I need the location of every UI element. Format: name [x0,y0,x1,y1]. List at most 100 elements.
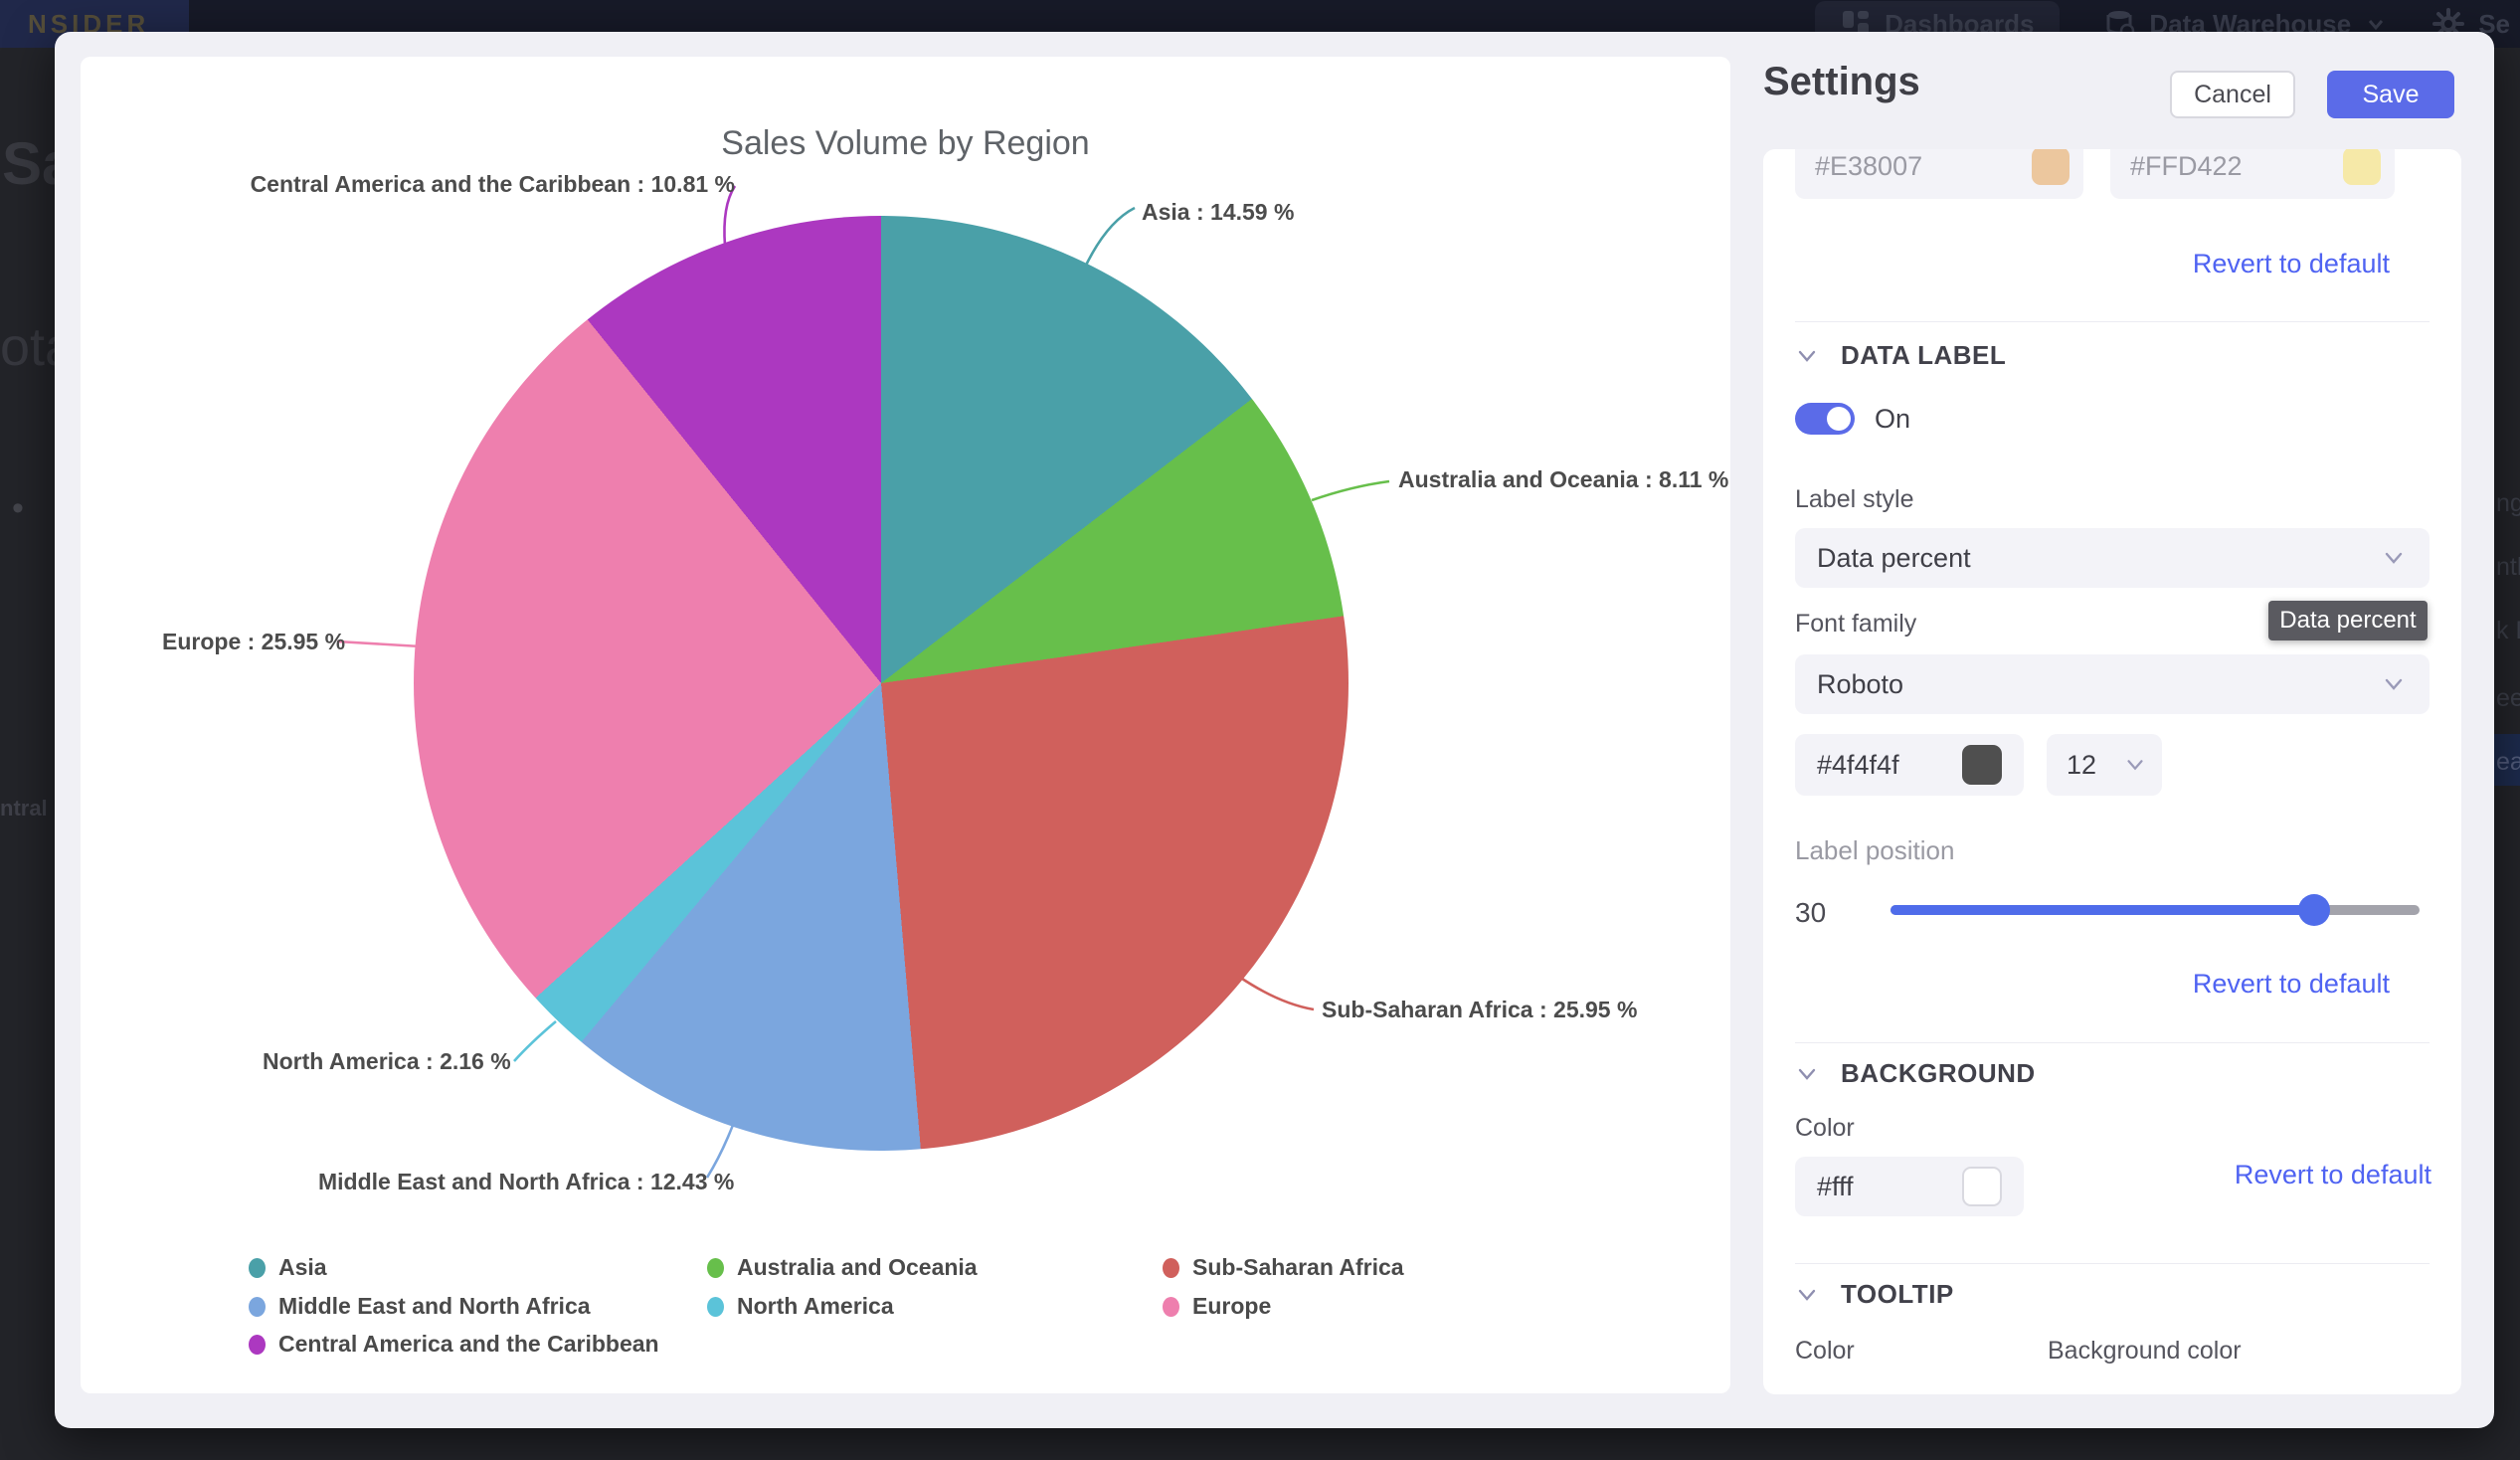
pie-slice-label: Central America and the Caribbean : 10.8… [250,171,735,197]
revert-to-default-link[interactable]: Revert to default [2192,249,2390,278]
chevron-down-icon [2385,552,2403,564]
chart-card: Sales Volume by Region Asia : 14.59 % Aus… [81,57,1730,1393]
background-color-input[interactable]: #fff [1795,1157,2024,1216]
pie-slice-label: Sub-Saharan Africa : 25.95 % [1322,997,1638,1022]
font-family-value: Roboto [1817,668,1904,699]
background-color-swatch[interactable] [1962,1167,2002,1206]
cancel-button[interactable]: Cancel [2170,71,2295,118]
legend-label: Europe [1192,1293,1272,1319]
legend-item[interactable]: North America [707,1293,894,1320]
color-swatch[interactable] [2343,149,2381,185]
legend-label: Sub-Saharan Africa [1192,1254,1404,1280]
section-title: DATA LABEL [1841,340,2007,370]
label-position-label: Label position [1795,835,1955,865]
label-style-select[interactable]: Data percent [1795,528,2430,588]
pie-leader-line [1311,479,1390,502]
data-label-toggle[interactable] [1795,403,1855,435]
section-tooltip[interactable]: TOOLTIP [1795,1279,1954,1310]
font-color-value: #4f4f4f [1817,749,1899,780]
color-swatch[interactable] [2032,149,2070,185]
tooltip-color-label: Color [1795,1337,1855,1365]
revert-to-default-link[interactable]: Revert to default [2192,969,2390,999]
legend-item[interactable]: Europe [1163,1293,1271,1320]
chevron-down-icon [1798,1289,1816,1301]
legend-marker [707,1257,724,1278]
font-family-label: Font family [1795,610,1917,638]
legend-label: North America [737,1293,894,1319]
legend-label: Central America and the Caribbean [278,1331,659,1357]
chevron-down-icon [2127,760,2143,771]
legend-item[interactable]: Sub-Saharan Africa [1163,1254,1404,1281]
pie-slice-label: Europe : 25.95 % [162,629,346,654]
legend-item[interactable]: Central America and the Caribbean [249,1331,659,1358]
legend-marker [249,1257,266,1278]
font-color-swatch[interactable] [1962,745,2002,785]
settings-modal: Sales Volume by Region Asia : 14.59 % Aus… [55,32,2494,1428]
background-color-value: #fff [1817,1171,1854,1201]
pie-leader-line [513,1020,557,1062]
color-hex-value: #E38007 [1815,150,1923,181]
series-color-input[interactable]: #FFD422 [2110,149,2395,199]
slider-thumb[interactable] [2298,894,2330,926]
background-bullet: • [12,489,24,527]
legend-label: Asia [278,1254,327,1280]
pie-slice-label: North America : 2.16 % [263,1048,511,1074]
font-color-input[interactable]: #4f4f4f [1795,734,2024,796]
pie-leader-line [336,639,422,648]
legend-marker [249,1296,266,1317]
chevron-down-icon [1798,1068,1816,1080]
background-text-fragment: eek [2496,684,2520,712]
caret-down-icon [2369,20,2384,31]
pie-slice-label: Middle East and North Africa : 12.43 % [318,1169,735,1194]
pie-slice-label: Australia and Oceania : 8.11 % [1398,466,1729,492]
font-family-select[interactable]: Roboto [1795,654,2430,714]
legend-item[interactable]: Middle East and North Africa [249,1293,591,1320]
section-data-label[interactable]: DATA LABEL [1795,340,2006,371]
save-button[interactable]: Save [2327,71,2454,118]
background-text-fragment: ear [2496,748,2520,776]
toggle-state-label: On [1875,404,1911,434]
background-text-fragment: nth [2496,553,2520,581]
background-highlight-row [2494,734,2520,786]
background-text-fragment: ntral [0,796,48,821]
chart-title: Sales Volume by Region [721,124,1090,162]
divider [1795,321,2430,322]
chevron-down-icon [1798,350,1816,362]
legend-label: Australia and Oceania [737,1254,978,1280]
settings-card: #E38007 #FFD422 Revert to default DATA L… [1763,149,2461,1394]
legend-marker [1163,1296,1179,1317]
background-text-fragment: nge [2496,489,2520,517]
pie-chart[interactable] [414,216,1349,1151]
slider-fill [1890,905,2314,915]
legend-item[interactable]: Australia and Oceania [707,1254,978,1281]
color-hex-value: #FFD422 [2130,150,2243,181]
font-size-select[interactable]: 12 [2047,734,2162,796]
divider [1795,1263,2430,1264]
pie-slice-label: Asia : 14.59 % [1142,199,1295,225]
background-color-label: Color [1795,1114,1855,1142]
background-text-fragment: k D [2496,617,2520,644]
panel-title: Settings [1763,60,1920,103]
toggle-knob [1827,407,1851,431]
label-position-value: 30 [1795,897,1827,928]
tooltip-background-color-label: Background color [2048,1337,2242,1365]
label-style-value: Data percent [1817,542,1971,573]
legend-marker [707,1296,724,1317]
series-color-input[interactable]: #E38007 [1795,149,2083,199]
section-title: TOOLTIP [1841,1279,1954,1309]
legend-marker [249,1334,266,1355]
pie-leader-line [1238,975,1315,1011]
legend-item[interactable]: Asia [249,1254,327,1281]
section-title: BACKGROUND [1841,1058,2036,1088]
chevron-down-icon [2385,678,2403,690]
font-size-value: 12 [2067,749,2097,780]
section-background[interactable]: BACKGROUND [1795,1058,2036,1089]
label-position-slider[interactable] [1890,894,2420,926]
label-style-label: Label style [1795,485,1914,513]
legend-label: Middle East and North Africa [278,1293,591,1319]
tooltip-bubble: Data percent [2268,601,2428,640]
revert-to-default-link[interactable]: Revert to default [2234,1160,2431,1189]
legend-marker [1163,1257,1179,1278]
divider [1795,1042,2430,1043]
